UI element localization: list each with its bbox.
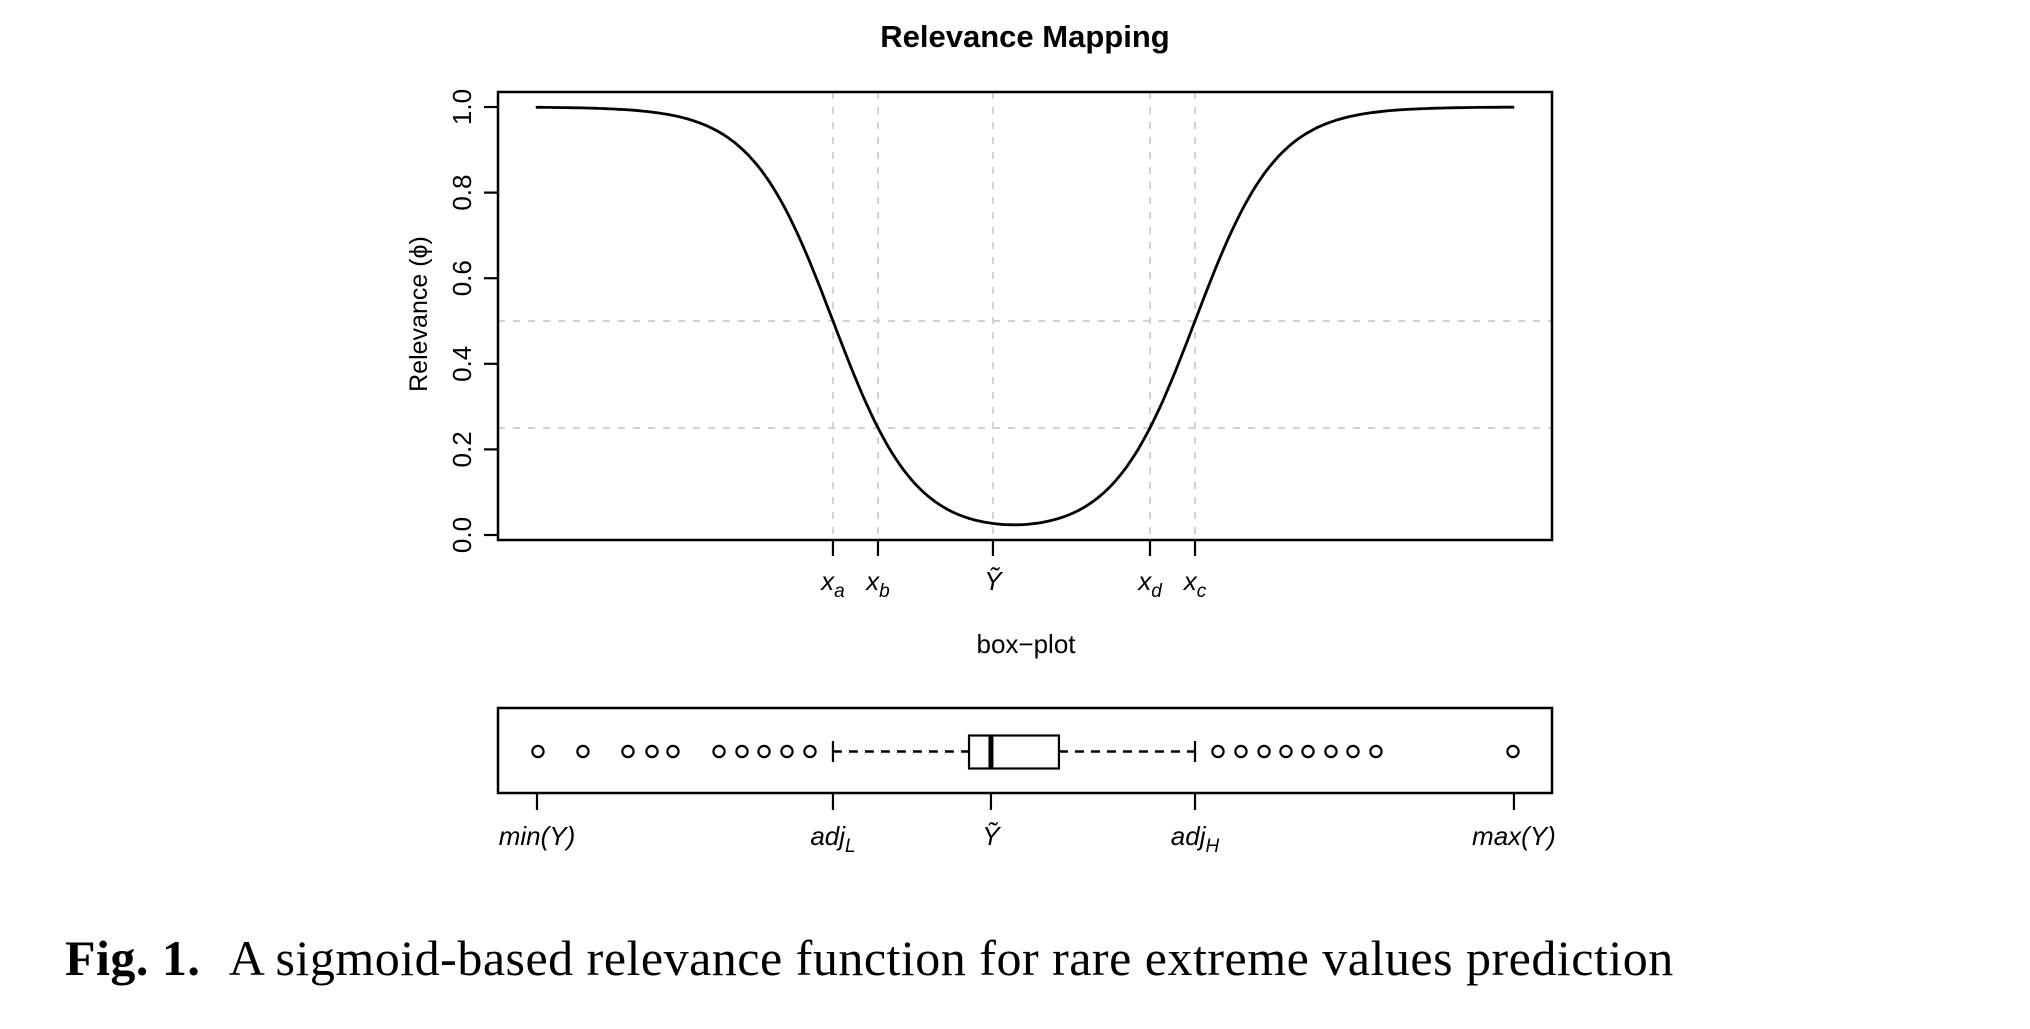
tick-label-base: x: [864, 566, 880, 596]
tick-label-base: Ỹ: [982, 821, 1001, 851]
relevance-chart-frame: [496, 90, 1554, 542]
outlier-point: [1506, 744, 1520, 759]
outlier-point: [1369, 744, 1383, 759]
outlier-point: [1279, 744, 1293, 759]
tick-label-subscript: d: [1151, 581, 1163, 602]
tick-label-base: x: [1182, 566, 1198, 596]
tick-label-base: adj: [810, 821, 846, 851]
x-axis-tick-label: xb: [864, 566, 890, 602]
x-axis-tick-label: xc: [1182, 566, 1207, 602]
y-axis-tick-label: 0.8: [447, 175, 477, 211]
outlier-point: [1257, 744, 1271, 759]
outlier-point: [576, 744, 590, 759]
outlier-point: [645, 744, 659, 759]
outlier-point: [712, 744, 726, 759]
outlier-point: [531, 744, 545, 759]
outlier-point: [803, 744, 817, 759]
outlier-point: [1301, 744, 1315, 759]
y-axis-label: Relevance (ϕ): [405, 236, 433, 392]
outlier-point: [735, 744, 749, 759]
tick-label-subscript: a: [834, 581, 845, 602]
figure-caption-label: Fig. 1.: [65, 930, 200, 986]
outlier-point: [1234, 744, 1248, 759]
relevance-chart-gridlines: [498, 92, 1552, 540]
tick-label-subscript: H: [1205, 836, 1219, 857]
outlier-point: [757, 744, 771, 759]
x-axis-tick-label: adjH: [1171, 821, 1220, 857]
x-axis-tick-label: adjL: [810, 821, 855, 857]
y-axis-tick-label: 0.6: [447, 260, 477, 296]
tick-label-base: Ỹ: [984, 566, 1003, 596]
x-axis-tick-label: Ỹ: [982, 821, 1001, 851]
x-axis-tick-label: max(Y): [1472, 821, 1556, 851]
x-axis-tick-label: xd: [1136, 566, 1163, 602]
outlier-point: [621, 744, 635, 759]
tick-label-base: min(Y): [499, 821, 576, 851]
tick-label-base: x: [1136, 566, 1152, 596]
outlier-point: [1211, 744, 1225, 759]
figure-caption-text: A sigmoid-based relevance function for r…: [229, 930, 1674, 986]
tick-label-subscript: b: [879, 581, 890, 602]
outlier-point: [1324, 744, 1338, 759]
tick-label-base: max(Y): [1472, 821, 1556, 851]
y-axis-tick-label: 0.0: [447, 517, 477, 553]
x-axis-tick-label: min(Y): [499, 821, 576, 851]
relevance-curve: [535, 105, 1515, 527]
y-axis-tick-label: 0.4: [447, 346, 477, 382]
tick-label-subscript: c: [1197, 581, 1207, 602]
boxplot-frame: [496, 706, 1554, 795]
outlier-point: [780, 744, 794, 759]
y-axis-tick-label: 0.2: [447, 431, 477, 467]
iqr-box: [967, 734, 1061, 770]
figure-caption: Fig. 1. A sigmoid-based relevance functi…: [65, 930, 1674, 986]
x-axis-tick-label: xa: [819, 566, 845, 602]
outlier-point: [666, 744, 680, 759]
tick-label-base: adj: [1171, 821, 1207, 851]
outlier-point: [1346, 744, 1360, 759]
tick-label-subscript: L: [845, 836, 856, 857]
boxplot-title: box−plot: [976, 629, 1076, 659]
y-axis-tick-label: 1.0: [447, 89, 477, 125]
tick-label-base: x: [819, 566, 835, 596]
x-axis-tick-label: Ỹ: [984, 566, 1003, 596]
relevance-chart-title: Relevance Mapping: [880, 19, 1169, 54]
